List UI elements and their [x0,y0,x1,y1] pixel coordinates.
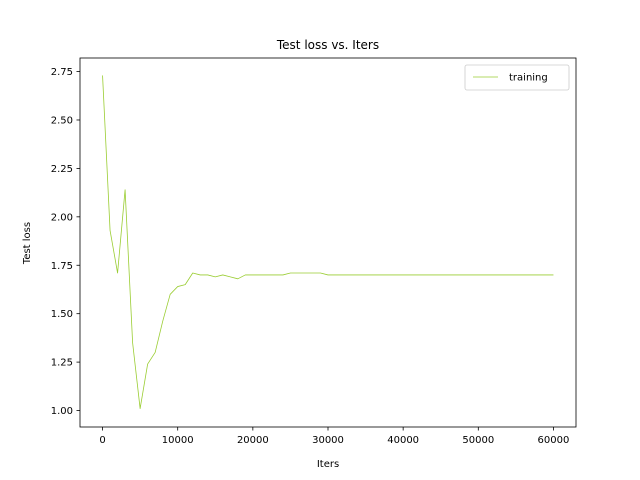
x-tick-label: 40000 [387,435,419,446]
legend-box [464,64,570,91]
y-tick-label: 2.00 [51,212,73,223]
x-tick-label: 0 [99,435,105,446]
legend: training [464,64,570,91]
x-tick-label: 30000 [312,435,344,446]
chart-title: Test loss vs. Iters [276,38,379,52]
y-tick-label: 1.25 [51,358,73,369]
series-line-training [102,75,554,410]
x-tick-label: 50000 [462,435,494,446]
x-axis-label: Iters [317,459,339,470]
y-tick-label: 1.75 [51,261,73,272]
y-tick-label: 2.75 [51,67,73,78]
legend-label: training [509,73,548,84]
y-tick-label: 2.25 [51,164,73,175]
x-tick-label: 60000 [538,435,570,446]
y-axis-label: Test loss [22,222,33,265]
x-tick-label: 20000 [237,435,269,446]
y-tick-label: 2.50 [51,115,73,126]
plot-area: 0 10000 20000 30000 40000 50000 60000 1.00 1.25 1… [51,57,577,446]
y-tick-label: 1.50 [51,309,73,320]
y-tick-label: 1.00 [51,406,73,417]
x-tick-label: 10000 [162,435,194,446]
